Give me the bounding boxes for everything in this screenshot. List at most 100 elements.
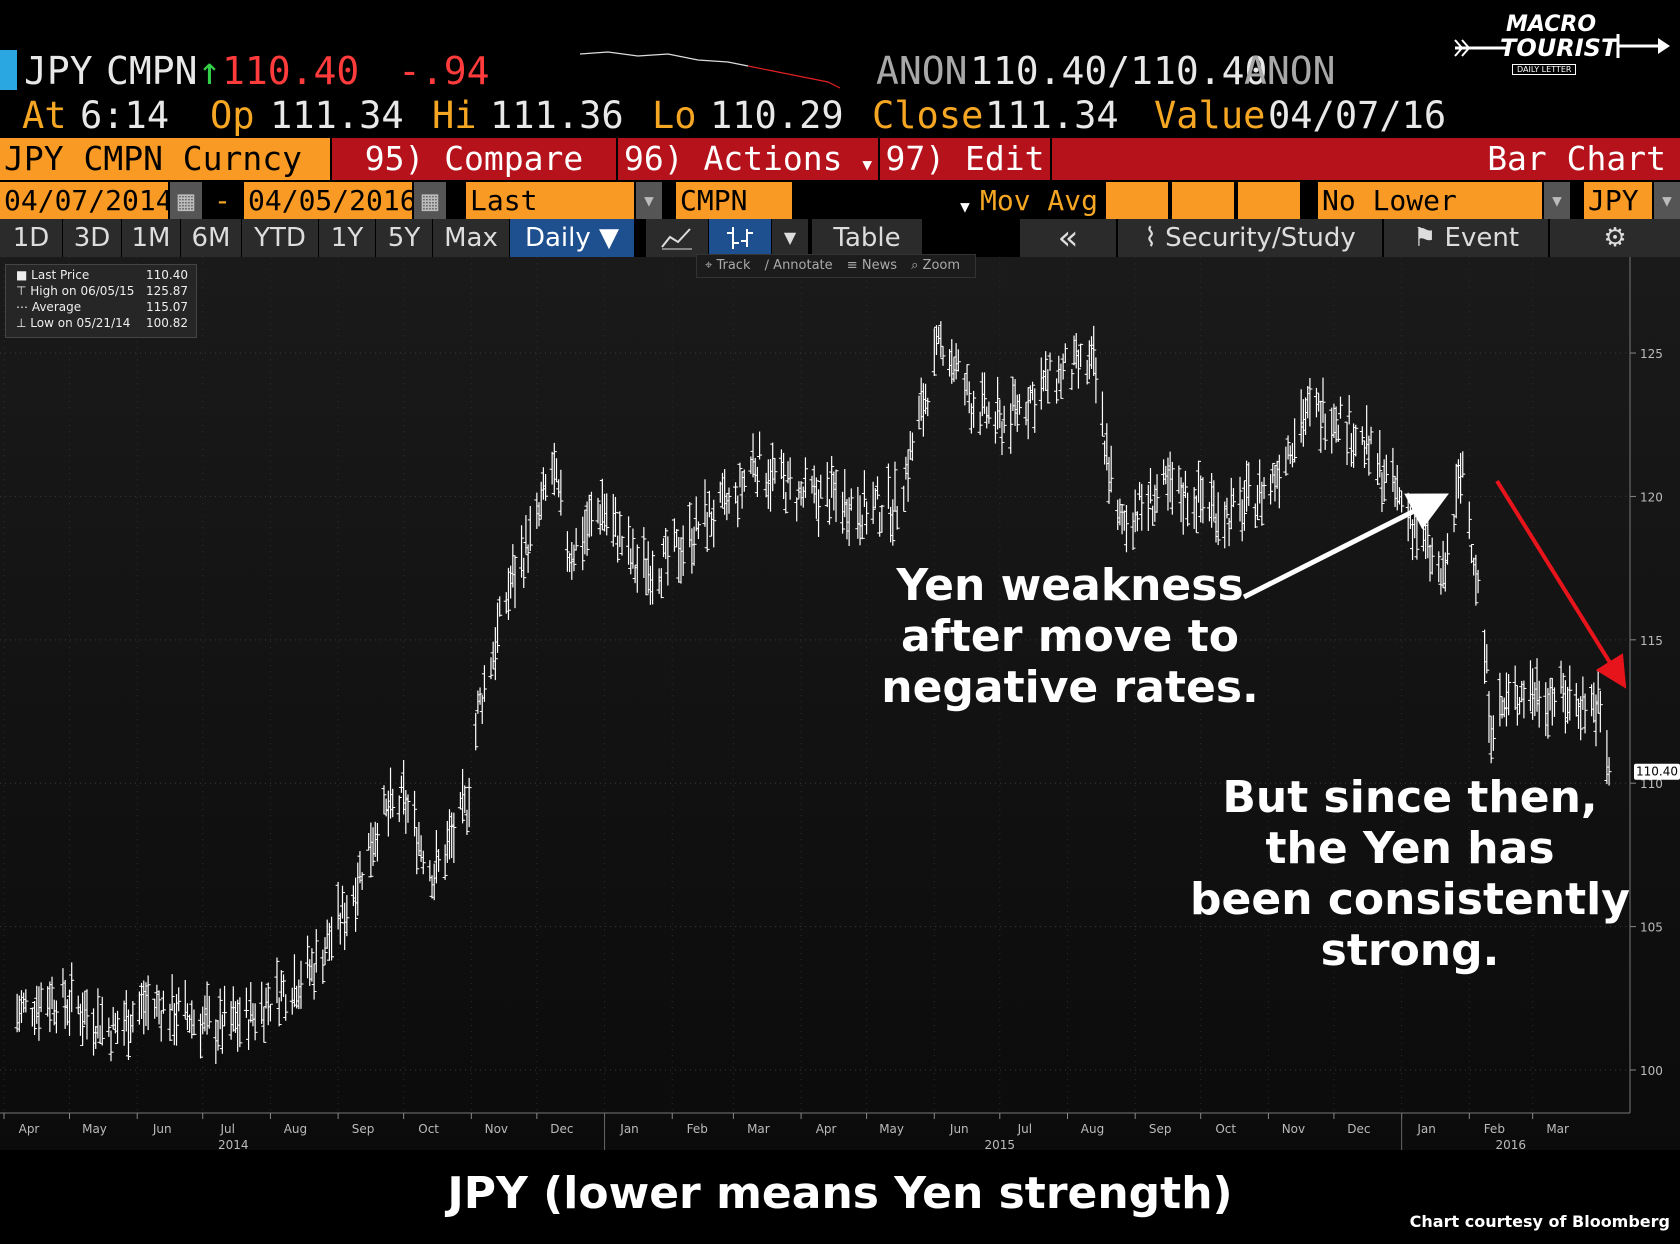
- high-value: 111.36: [490, 94, 624, 137]
- period-6m[interactable]: 6M: [181, 219, 242, 257]
- zoom-tool[interactable]: Zoom: [922, 258, 961, 273]
- at-time: 6:14: [80, 94, 170, 137]
- actions-label: 96) Actions: [623, 139, 843, 178]
- annotation-negative-rates: Yen weakness after move to negative rate…: [860, 560, 1280, 713]
- pricing-source: CMPN: [106, 49, 198, 93]
- x-tick-label: Apr: [19, 1122, 40, 1136]
- ohlc-line: At 6:14 Op 111.34 Hi 111.36 Lo 110.29 Cl…: [0, 94, 1680, 138]
- currency-select[interactable]: JPY: [1584, 182, 1652, 219]
- mov-avg-field-3[interactable]: [1238, 182, 1300, 219]
- security-name[interactable]: JPY CMPN Curncy: [0, 138, 330, 180]
- x-tick-label: Nov: [485, 1122, 508, 1136]
- start-date-field[interactable]: 04/07/2014: [0, 182, 173, 219]
- chart-type-title: Bar Chart: [1052, 138, 1680, 180]
- settings-gear-icon[interactable]: ⚙: [1550, 219, 1680, 257]
- field-dropdown-icon[interactable]: ▼: [636, 182, 662, 219]
- mov-avg-field-1[interactable]: [1106, 182, 1168, 219]
- actions-menu[interactable]: 96) Actions ▼: [618, 138, 878, 180]
- annotation-line: the Yen has: [1265, 823, 1555, 874]
- period-1m[interactable]: 1M: [122, 219, 181, 257]
- lower-chart-dropdown-icon[interactable]: ▼: [1544, 182, 1570, 219]
- low-value: 110.29: [710, 94, 844, 137]
- calendar-icon[interactable]: ▦: [414, 182, 446, 219]
- flag-icon: ⚑: [1412, 223, 1437, 253]
- track-tool[interactable]: Track: [716, 258, 751, 273]
- open-value: 111.34: [270, 94, 404, 137]
- x-tick-label: Mar: [1546, 1122, 1569, 1136]
- mov-avg-field-2[interactable]: [1172, 182, 1234, 219]
- period-max[interactable]: Max: [433, 219, 510, 257]
- line-chart-icon[interactable]: [646, 219, 709, 257]
- end-date-field[interactable]: 04/05/2016: [244, 182, 417, 219]
- frequency-select[interactable]: Daily ▼: [510, 219, 635, 257]
- input-cursor: [0, 50, 17, 90]
- dropdown-caret-icon: ▼: [960, 197, 970, 216]
- ticker: JPY: [24, 49, 93, 93]
- x-tick-label: Aug: [284, 1122, 307, 1136]
- annotation-line: after move to: [901, 611, 1239, 662]
- chart-style-dropdown-icon[interactable]: ▼: [772, 219, 809, 257]
- x-tick-label: Jul: [1017, 1122, 1032, 1136]
- year-label: 2016: [1496, 1138, 1527, 1150]
- low-label: Lo: [652, 94, 697, 137]
- legend-label: High on 06/05/15: [30, 284, 135, 298]
- white-arrow: [1242, 493, 1449, 600]
- chart-credit: Chart courtesy of Bloomberg: [1409, 1212, 1670, 1231]
- legend-label: Low on 05/21/14: [30, 316, 131, 330]
- calendar-icon[interactable]: ▦: [170, 182, 202, 219]
- quote-line: JPY CMPN ↑ 110.40 -.94 ANON 110.40/110.4…: [0, 48, 1680, 94]
- period-3d[interactable]: 3D: [63, 219, 122, 257]
- value-label: Value: [1154, 94, 1266, 137]
- y-tick-label: 125: [1640, 347, 1663, 361]
- period-ytd[interactable]: YTD: [242, 219, 319, 257]
- annotate-icon: ∕: [764, 258, 770, 273]
- dropdown-caret-icon: ▼: [862, 155, 873, 174]
- bar-chart-icon[interactable]: [709, 219, 772, 257]
- x-tick-label: Feb: [687, 1122, 708, 1136]
- collapse-icon[interactable]: «: [1020, 219, 1117, 257]
- x-tick-label: Sep: [1149, 1122, 1172, 1136]
- high-marker-icon: ⊤: [16, 284, 31, 298]
- x-tick-label: Mar: [747, 1122, 770, 1136]
- security-study-button[interactable]: ⌇ Security/Study: [1118, 219, 1383, 257]
- period-1d[interactable]: 1D: [0, 219, 63, 257]
- legend-row: ⊤ High on 06/05/15 125.87: [16, 283, 194, 299]
- year-label: 2014: [218, 1138, 249, 1150]
- edit-label: 97) Edit: [885, 139, 1045, 178]
- annotation-line: But since then,: [1222, 772, 1598, 823]
- x-tick-label: Oct: [418, 1122, 439, 1136]
- period-1y[interactable]: 1Y: [319, 219, 376, 257]
- close-value: 111.34: [985, 94, 1119, 137]
- last-price-label: 110.40: [1636, 765, 1678, 779]
- x-tick-label: Apr: [816, 1122, 837, 1136]
- legend-value: 115.07: [146, 300, 188, 314]
- intraday-sparkline: [579, 51, 841, 89]
- edit-menu[interactable]: 97) Edit ▼: [880, 138, 1050, 216]
- x-tick-label: Nov: [1282, 1122, 1305, 1136]
- legend-label: Last Price: [31, 268, 90, 282]
- high-label: Hi: [432, 94, 477, 137]
- period-5y[interactable]: 5Y: [376, 219, 433, 257]
- study-icon: ⌇: [1144, 223, 1157, 253]
- event-button[interactable]: ⚑ Event: [1384, 219, 1549, 257]
- annotate-tool[interactable]: Annotate: [773, 258, 833, 273]
- annotation-line: been consistently: [1190, 874, 1630, 925]
- source-field[interactable]: CMPN: [676, 182, 792, 219]
- price-chart: 100 105 110 115 120 125 Apr May Jun Jul Aug Sep Oct N…: [0, 257, 1680, 1150]
- average-marker-icon: ⋯: [16, 300, 32, 314]
- x-tick-label: Jun: [152, 1122, 172, 1136]
- at-label: At: [22, 94, 67, 137]
- compare-button[interactable]: 95) Compare: [332, 138, 616, 180]
- news-icon: ≡: [846, 258, 858, 273]
- chart-caption: JPY (lower means Yen strength): [447, 1168, 1233, 1219]
- red-arrow: [1495, 479, 1627, 689]
- last-price-marker: [1634, 763, 1680, 780]
- x-tick-label: Jun: [949, 1122, 969, 1136]
- currency-dropdown-icon[interactable]: ▼: [1654, 182, 1680, 219]
- table-button[interactable]: Table: [812, 219, 923, 257]
- macro-tourist-logo: MACRO TOURIST DAILY LETTER: [1450, 10, 1670, 86]
- annotation-line: Yen weakness: [896, 560, 1244, 611]
- news-tool[interactable]: News: [861, 258, 897, 273]
- chart-legend: ■ Last Price 110.40 ⊤ High on 06/05/15 125…: [5, 264, 197, 338]
- zoom-icon: ⌕: [911, 258, 919, 273]
